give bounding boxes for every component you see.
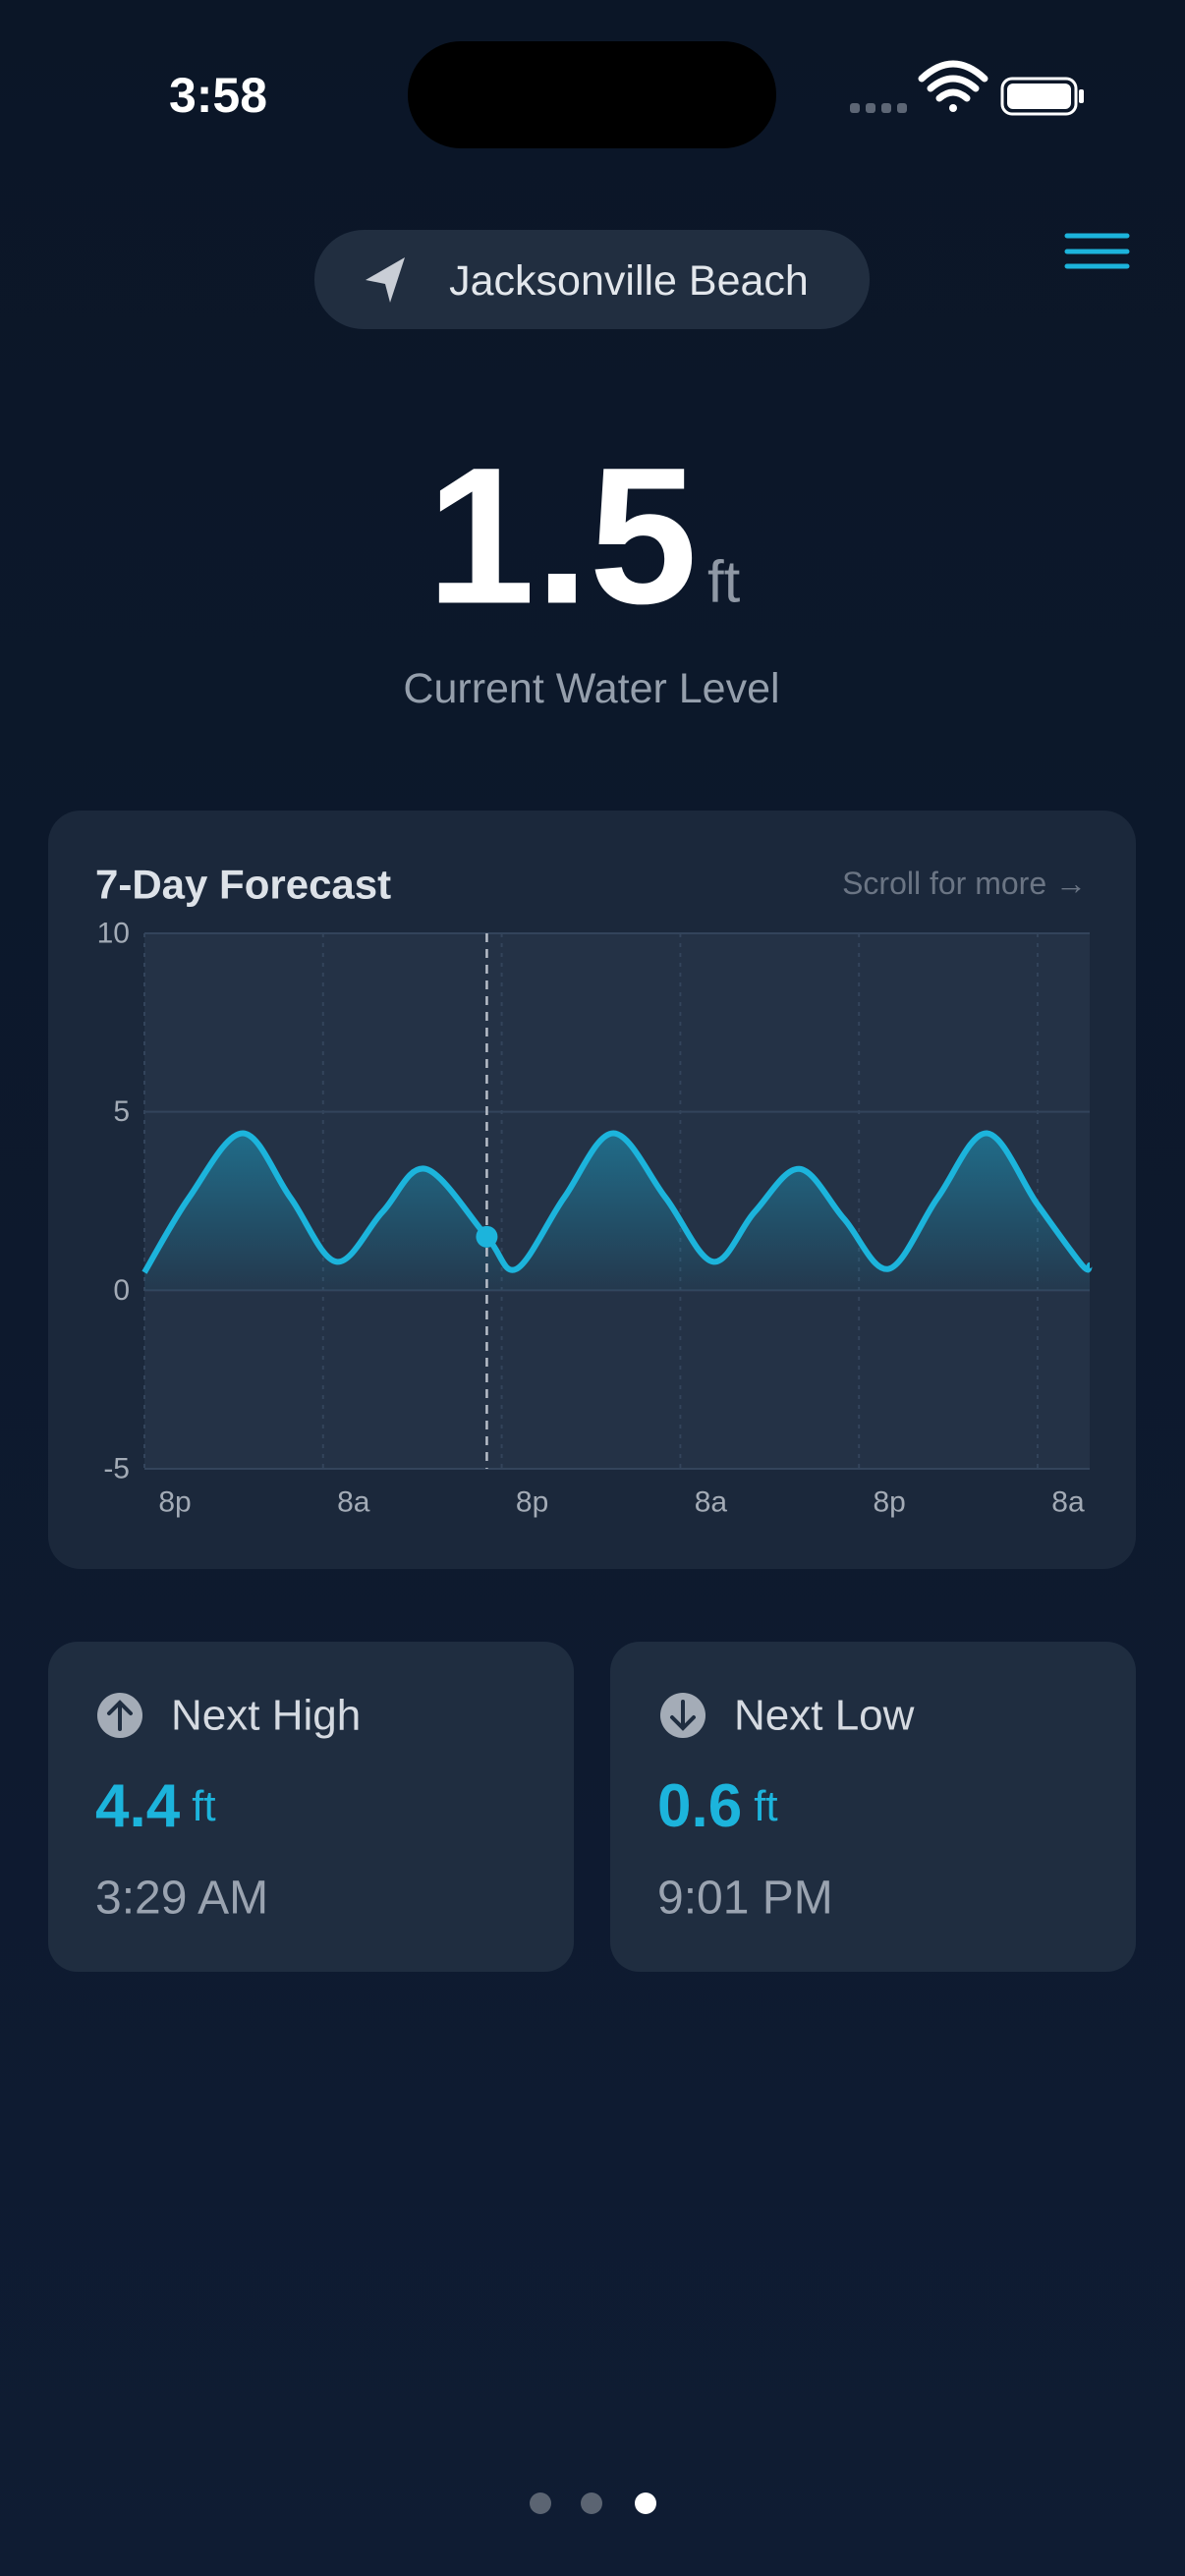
down-arrow bbox=[670, 1700, 696, 1731]
current-value: 1.5 bbox=[426, 427, 697, 644]
y-tick-label: -5 bbox=[103, 1453, 130, 1485]
page-dot[interactable] bbox=[530, 2492, 551, 2514]
y-tick-label: 5 bbox=[113, 1095, 130, 1128]
next-low-label: Next Low bbox=[734, 1692, 915, 1740]
tide-line bbox=[141, 1130, 1093, 1274]
menu-button[interactable] bbox=[1064, 233, 1130, 269]
dynamic-island bbox=[408, 41, 776, 148]
forecast-chart: -5 0 5 10 8p 8a 8p 8a 8p 8a bbox=[97, 918, 1093, 1519]
y-tick-label: 10 bbox=[97, 918, 130, 950]
x-tick-label: 8p bbox=[158, 1486, 191, 1519]
x-tick-label: 8p bbox=[873, 1486, 905, 1519]
x-tick-label: 8a bbox=[695, 1486, 728, 1519]
location-name: Jacksonville Beach bbox=[449, 257, 809, 305]
tide-area bbox=[144, 1133, 1090, 1291]
next-high-value: 4.4 ft bbox=[95, 1772, 216, 1840]
wifi-icon bbox=[918, 60, 988, 112]
up-arrow bbox=[107, 1700, 133, 1731]
next-low-value: 0.6 ft bbox=[657, 1772, 778, 1840]
location-pill[interactable] bbox=[314, 230, 870, 329]
signal-icon bbox=[850, 103, 907, 113]
y-tick-label: 0 bbox=[113, 1274, 130, 1307]
page-dot-active[interactable] bbox=[635, 2492, 656, 2514]
page-dot[interactable] bbox=[581, 2492, 602, 2514]
current-label: Current Water Level bbox=[403, 665, 779, 712]
next-high-card bbox=[48, 1642, 574, 1972]
now-point bbox=[476, 1225, 498, 1248]
current-unit: ft bbox=[707, 549, 741, 615]
next-low-card bbox=[610, 1642, 1136, 1972]
x-tick-label: 8a bbox=[337, 1486, 370, 1519]
x-tick-label: 8p bbox=[516, 1486, 548, 1519]
x-tick-label: 8a bbox=[1051, 1486, 1085, 1519]
location-icon bbox=[366, 257, 405, 303]
scroll-hint[interactable]: Scroll for more → bbox=[842, 866, 1087, 901]
next-low-time: 9:01 PM bbox=[657, 1873, 833, 1925]
next-high-label: Next High bbox=[171, 1692, 361, 1740]
forecast-title: 7-Day Forecast bbox=[95, 862, 391, 908]
status-time: 3:58 bbox=[169, 68, 267, 123]
battery-icon bbox=[1000, 77, 1084, 116]
next-high-time: 3:29 AM bbox=[95, 1873, 268, 1925]
